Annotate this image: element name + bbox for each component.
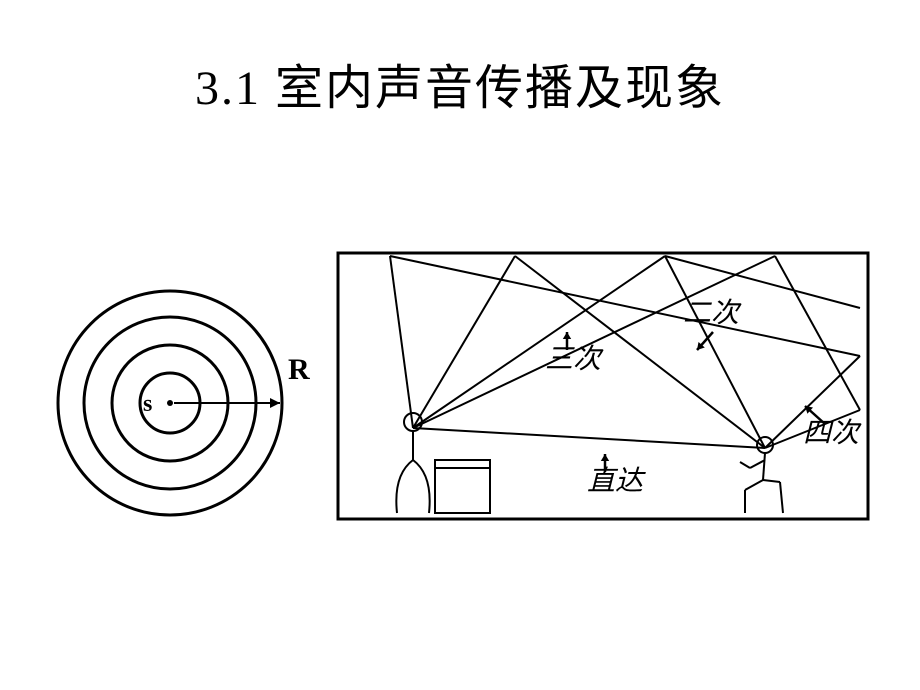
radius-label: R bbox=[288, 353, 310, 386]
reflection-arrows bbox=[563, 332, 825, 472]
label-fourth: 四次 bbox=[803, 418, 862, 449]
label-direct: 直达 bbox=[587, 466, 646, 497]
sound-source-speaker bbox=[396, 413, 490, 513]
source-label: s bbox=[143, 391, 152, 417]
label-second: 二次 bbox=[683, 298, 742, 329]
wave-propagation-diagram: s R bbox=[48, 285, 328, 530]
page-title: 3.1 室内声音传播及现象 bbox=[0, 48, 920, 118]
label-third: 三次 bbox=[545, 344, 604, 375]
room-reflection-diagram: 直达 二次三次四次 bbox=[335, 250, 875, 530]
sound-rays bbox=[390, 256, 860, 448]
concentric-circles-group: s R bbox=[58, 291, 310, 515]
